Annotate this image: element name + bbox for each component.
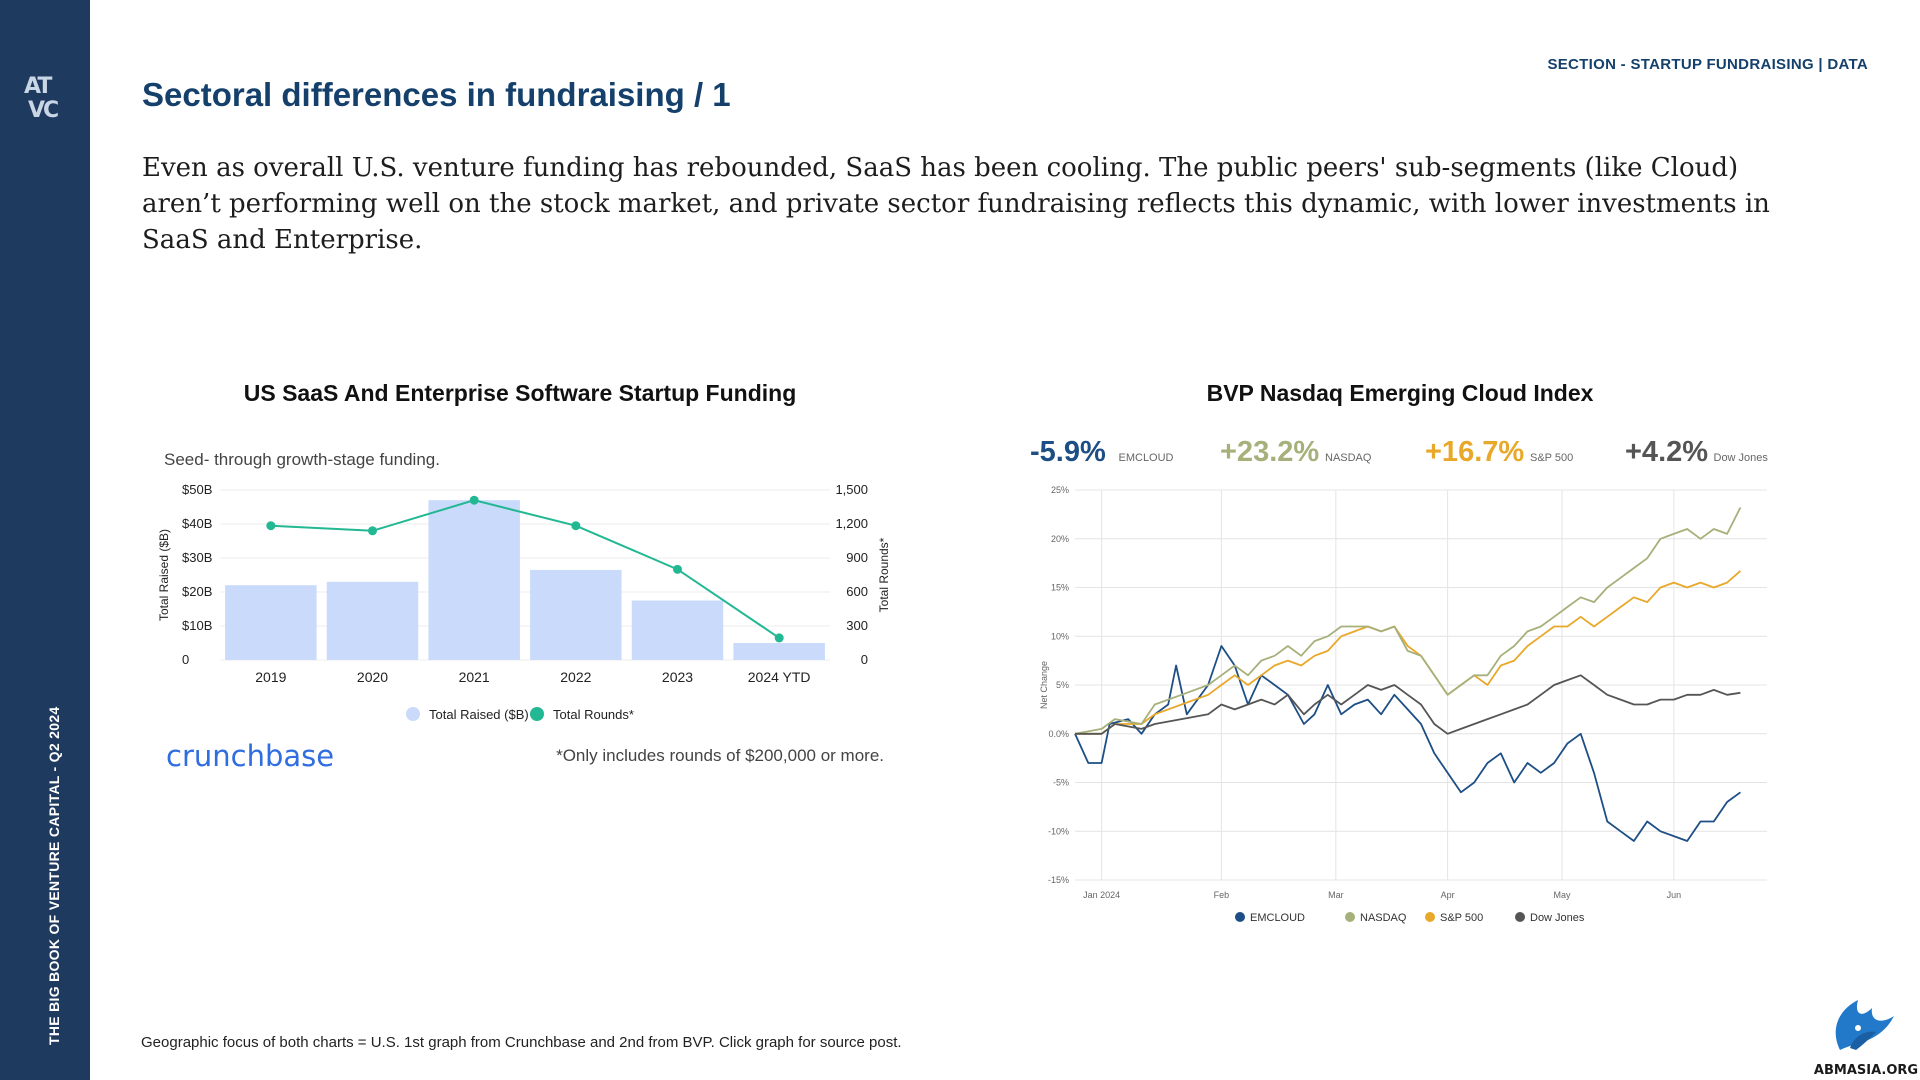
chart1-ytick-left: $10B [182,618,212,633]
headline-value: +16.7% [1425,436,1524,468]
chart2-legend-label: NASDAQ [1360,912,1407,924]
chart1-legend-marker-line [530,707,544,721]
chart1-subtitle: Seed- through growth-stage funding. [164,450,440,469]
chart1-ytick-right: 1,500 [835,482,868,497]
chart2-ytick: 10% [1051,631,1069,641]
sidebar: AT VC THE BIG BOOK OF VENTURE CAPITAL - … [0,0,90,1080]
chart1-xtick: 2023 [662,669,693,685]
chart2-xtick: Jun [1667,890,1682,900]
footer-note: Geographic focus of both charts = U.S. 1… [141,1034,902,1051]
cloud-index-chart[interactable]: -5.9% EMCLOUD +23.2% NASDAQ +16.7% S&P 500 +4.… [1025,425,1785,945]
chart1-bar [225,585,317,660]
chart2-xtick: Jan 2024 [1083,890,1120,900]
chart1-point [368,526,377,536]
chart2-ytick: 20% [1051,534,1069,544]
atvc-logo-icon[interactable]: AT VC [20,76,62,128]
headline-label: S&P 500 [1530,452,1573,464]
chart1-ytick-right: 300 [846,618,868,633]
chart1-ylabel-left: Total Raised ($B) [157,529,171,621]
chart2-ytick: 5% [1056,680,1069,690]
chart1-ytick-right: 600 [846,584,868,599]
chart2-series-line [1075,674,1741,735]
chart1-ytick-left: $40B [182,516,212,531]
chart1-point [571,521,581,531]
chart1-xtick: 2020 [357,669,388,685]
chart2-xtick: Feb [1214,890,1230,900]
chart1-bar [428,500,520,660]
chart1-xtick: 2024 YTD [748,669,811,685]
chart2-ytick: 15% [1051,583,1069,593]
chart1-point [774,633,784,643]
chart1-ytick-right: 0 [861,652,868,667]
chart1-point [469,495,479,505]
headline-label: Dow Jones [1714,452,1769,464]
chart2-legend-marker [1345,912,1355,922]
book-title-vertical: THE BIG BOOK OF VENTURE CAPITAL - Q2 202… [46,706,62,1046]
intro-paragraph: Even as overall U.S. venture funding has… [142,153,1770,255]
chart2-legend-label: S&P 500 [1440,912,1483,924]
chart1-ytick-right: 900 [846,550,868,565]
chart1-ytick-left: $50B [182,482,212,497]
page-title: Sectoral differences in fundraising / 1 [142,76,731,113]
chart2-series-line [1074,507,1742,735]
chart1-series-line [270,499,780,639]
chart1-bar [326,581,419,660]
chart2-ytick: -15% [1048,875,1069,885]
watermark-text: ABMASIA.ORG [1814,1063,1918,1078]
chart1-ylabel-right: Total Rounds* [877,537,891,612]
chart2-xtick: Apr [1441,890,1455,900]
chart2-ylabel: Net Change [1039,661,1049,709]
crunchbase-logo: crunchbase [166,739,334,773]
saas-funding-chart[interactable]: Seed- through growth-stage funding. 0 $10B… [150,430,910,780]
logo-line2: VC [28,98,59,123]
chart2-xtick: May [1554,890,1572,900]
chart1-ytick-left: $20B [182,584,212,599]
chart2-series-line [1074,645,1741,842]
chart1-ytick-left: $30B [182,550,212,565]
chart1-xtick: 2021 [459,669,490,685]
headline-value: +4.2% [1625,436,1708,468]
chart1-bar [631,600,724,660]
chart1-legend-bar: Total Raised ($B) [429,707,529,722]
headline-label: EMCLOUD [1119,452,1174,464]
chart2-legend-marker [1425,912,1435,922]
chart1-point [673,564,682,574]
chart1-xtick: 2019 [255,669,286,685]
logo-line1: AT [24,74,52,99]
chart2-legend-marker [1515,912,1525,922]
headline-value: +23.2% [1220,436,1319,468]
chart2-ytick: 25% [1051,485,1069,495]
section-label: SECTION - STARTUP FUNDRAISING | DATA [1547,56,1868,73]
chart2-legend-label: Dow Jones [1530,912,1585,924]
chart1-title: US SaaS And Enterprise Software Startup … [243,380,797,406]
chart2-title: BVP Nasdaq Emerging Cloud Index [1206,380,1594,406]
chart2-legend-label: EMCLOUD [1250,912,1305,924]
chart1-legend-marker-bar [406,707,420,721]
headline-label: NASDAQ [1325,452,1372,464]
chart1-note: *Only includes rounds of $200,000 or mor… [556,746,884,765]
chart2-ytick: -10% [1048,826,1069,836]
chart2-xtick: Mar [1328,890,1344,900]
chart1-ytick-left: 0 [182,652,189,667]
chart1-ytick-right: 1,200 [835,516,868,531]
headline-value: -5.9% [1030,436,1106,468]
chart2-ytick: 0.0% [1048,729,1069,739]
chart2-ytick: -5% [1053,778,1069,788]
chart1-point [266,521,276,531]
chart1-legend-line: Total Rounds* [553,707,634,722]
chart2-legend-marker [1235,912,1245,922]
chart1-bar [530,569,622,660]
eagle-icon: ABMASIA.ORG [1814,1000,1918,1078]
chart1-xtick: 2022 [560,669,591,685]
chart1-bar [733,643,825,660]
